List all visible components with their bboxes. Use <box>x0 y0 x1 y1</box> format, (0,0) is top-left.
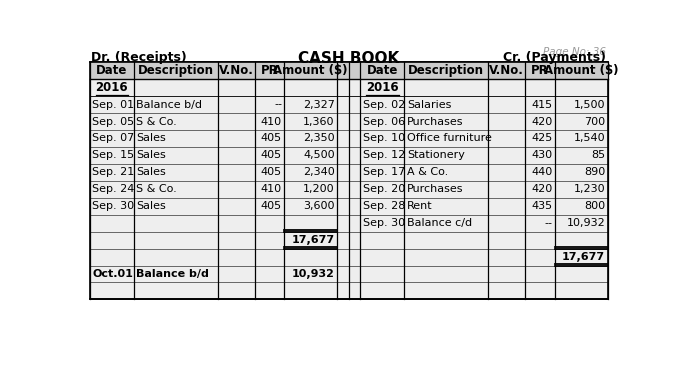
Text: 440: 440 <box>531 167 552 177</box>
Bar <box>90 62 608 299</box>
Text: 17,677: 17,677 <box>562 252 606 262</box>
Text: A & Co.: A & Co. <box>407 167 448 177</box>
Text: 1,200: 1,200 <box>303 184 335 194</box>
Text: Sep. 02: Sep. 02 <box>363 99 405 109</box>
Text: V.No.: V.No. <box>489 64 524 77</box>
Text: 405: 405 <box>261 150 282 160</box>
Text: Amount ($): Amount ($) <box>274 64 348 77</box>
Text: 410: 410 <box>261 116 282 127</box>
Text: Sep. 15: Sep. 15 <box>92 150 134 160</box>
Text: 700: 700 <box>584 116 606 127</box>
Text: 17,677: 17,677 <box>292 235 335 245</box>
Text: Sales: Sales <box>136 150 166 160</box>
Text: Sep. 12: Sep. 12 <box>363 150 405 160</box>
Text: 3,600: 3,600 <box>303 201 335 211</box>
Text: Sep. 30: Sep. 30 <box>363 218 405 228</box>
Text: Sales: Sales <box>136 167 166 177</box>
Text: Sep. 20: Sep. 20 <box>363 184 405 194</box>
Text: 2,340: 2,340 <box>303 167 335 177</box>
Text: CASH BOOK: CASH BOOK <box>298 52 399 66</box>
Text: Sep. 17: Sep. 17 <box>363 167 405 177</box>
Text: Salaries: Salaries <box>407 99 452 109</box>
Text: 435: 435 <box>531 201 552 211</box>
Text: Date: Date <box>96 64 127 77</box>
Text: PR: PR <box>531 64 549 77</box>
Text: 420: 420 <box>531 116 552 127</box>
Text: Sep. 28: Sep. 28 <box>363 201 405 211</box>
Text: Sep. 21: Sep. 21 <box>92 167 134 177</box>
Text: Stationery: Stationery <box>407 150 465 160</box>
Text: Sep. 30: Sep. 30 <box>92 201 134 211</box>
Text: 2,327: 2,327 <box>303 99 335 109</box>
Text: 2,350: 2,350 <box>303 134 335 144</box>
Text: 405: 405 <box>261 134 282 144</box>
Text: 2016: 2016 <box>366 81 399 94</box>
Text: PR: PR <box>260 64 279 77</box>
Text: Balance c/d: Balance c/d <box>407 218 472 228</box>
Text: Description: Description <box>408 64 484 77</box>
Text: Date: Date <box>367 64 398 77</box>
Text: Sep. 07: Sep. 07 <box>92 134 134 144</box>
Text: Sep. 01: Sep. 01 <box>92 99 134 109</box>
Text: 430: 430 <box>531 150 552 160</box>
Text: 800: 800 <box>584 201 606 211</box>
Text: 1,230: 1,230 <box>573 184 606 194</box>
Text: 425: 425 <box>531 134 552 144</box>
Text: Purchases: Purchases <box>407 184 463 194</box>
Text: Rent: Rent <box>407 201 433 211</box>
Text: Balance b/d: Balance b/d <box>136 99 202 109</box>
Text: 405: 405 <box>261 167 282 177</box>
Text: Sales: Sales <box>136 201 166 211</box>
Text: Sep. 06: Sep. 06 <box>363 116 405 127</box>
Text: --: -- <box>274 99 282 109</box>
Text: Purchases: Purchases <box>407 116 463 127</box>
Text: Sales: Sales <box>136 134 166 144</box>
Text: 10,932: 10,932 <box>566 218 606 228</box>
Text: Page No: 36: Page No: 36 <box>543 47 606 57</box>
Text: 890: 890 <box>584 167 606 177</box>
Text: Dr. (Receipts): Dr. (Receipts) <box>92 52 187 65</box>
Text: V.No.: V.No. <box>219 64 253 77</box>
Text: S & Co.: S & Co. <box>136 116 177 127</box>
Text: 1,500: 1,500 <box>574 99 606 109</box>
Text: 1,360: 1,360 <box>303 116 335 127</box>
Text: 1,540: 1,540 <box>573 134 606 144</box>
Text: --: -- <box>545 218 552 228</box>
Bar <box>90 62 608 79</box>
Text: 85: 85 <box>591 150 606 160</box>
Text: Oct.01: Oct.01 <box>92 269 133 279</box>
Text: Cr. (Payments): Cr. (Payments) <box>503 52 606 65</box>
Text: Office furniture: Office furniture <box>407 134 491 144</box>
Text: 405: 405 <box>261 201 282 211</box>
Text: Sep. 05: Sep. 05 <box>92 116 134 127</box>
Text: Amount ($): Amount ($) <box>544 64 618 77</box>
Text: 420: 420 <box>531 184 552 194</box>
Text: 415: 415 <box>531 99 552 109</box>
Text: Description: Description <box>138 64 214 77</box>
Text: Sep. 24: Sep. 24 <box>92 184 134 194</box>
Text: Balance b/d: Balance b/d <box>136 269 209 279</box>
Text: 10,932: 10,932 <box>292 269 335 279</box>
Text: S & Co.: S & Co. <box>136 184 177 194</box>
Text: 410: 410 <box>261 184 282 194</box>
Text: 4,500: 4,500 <box>303 150 335 160</box>
Text: Sep. 10: Sep. 10 <box>363 134 405 144</box>
Text: 2016: 2016 <box>96 81 128 94</box>
